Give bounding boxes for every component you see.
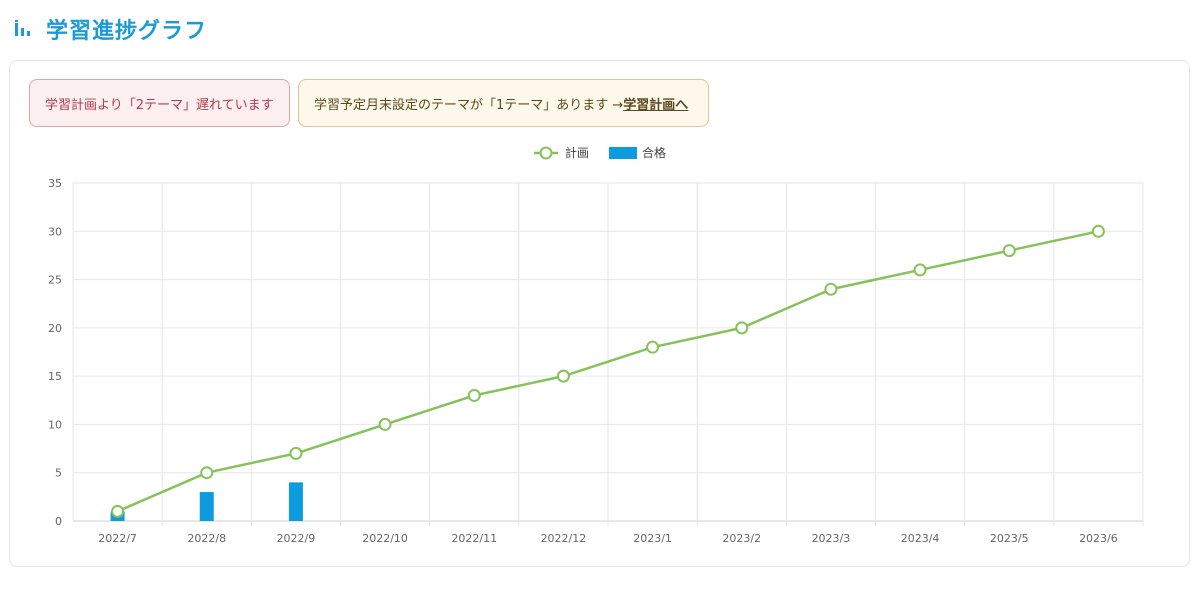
plan-point (200, 466, 214, 480)
study-plan-link[interactable]: 学習計画へ (623, 97, 689, 113)
delay-alert-text: 学習計画より「2テーマ」遅れています (45, 97, 274, 113)
x-tick-label: 2023/4 (901, 532, 940, 545)
month-end-alert: 学習予定月末設定のテーマが「1テーマ」あります → 学習計画へ (298, 79, 709, 127)
plan-line (117, 230, 1099, 513)
x-tick-label: 2022/9 (277, 532, 316, 545)
chart-panel: 学習計画より「2テーマ」遅れています 学習予定月末設定のテーマが「1テーマ」あり… (9, 60, 1190, 567)
plan-point (111, 504, 125, 518)
plan-point (646, 340, 660, 354)
y-tick-label: 20 (48, 322, 62, 335)
x-tick-label: 2022/10 (362, 532, 408, 545)
legend-plan-label: 計画 (565, 145, 589, 160)
x-tick-label: 2023/3 (812, 532, 851, 545)
legend-pass-swatch (609, 147, 637, 159)
plan-point (913, 263, 927, 277)
page-title: 学習進捗グラフ (46, 19, 208, 44)
bar-pass (288, 482, 303, 521)
y-tick-label: 30 (48, 225, 62, 238)
plan-point (556, 369, 570, 383)
plan-point (378, 417, 392, 431)
delay-alert: 学習計画より「2テーマ」遅れています (29, 79, 290, 127)
plan-point (289, 446, 303, 460)
bar-pass (199, 492, 214, 521)
x-tick-label: 2022/11 (451, 532, 497, 545)
y-tick-label: 15 (48, 370, 62, 383)
x-tick-label: 2023/2 (722, 532, 761, 545)
x-tick-label: 2022/7 (98, 532, 137, 545)
x-tick-label: 2023/6 (1079, 532, 1118, 545)
x-tick-label: 2023/5 (990, 532, 1029, 545)
plan-point (467, 388, 481, 402)
y-tick-label: 5 (55, 467, 62, 480)
x-tick-label: 2022/12 (541, 532, 587, 545)
y-tick-label: 0 (55, 515, 62, 528)
plan-point (1091, 224, 1105, 238)
y-tick-label: 35 (48, 177, 62, 190)
x-tick-label: 2023/1 (633, 532, 672, 545)
bar-chart-icon (14, 20, 32, 38)
y-tick-label: 10 (48, 418, 62, 431)
legend-pass-label: 合格 (642, 145, 666, 160)
x-tick-label: 2022/8 (187, 532, 226, 545)
y-tick-label: 25 (48, 274, 62, 287)
plan-point (1002, 244, 1016, 258)
plan-point (824, 282, 838, 296)
page-header: 学習進捗グラフ (14, 14, 207, 44)
month-end-alert-text: 学習予定月末設定のテーマが「1テーマ」あります → (314, 97, 624, 113)
plan-point (735, 321, 749, 335)
legend-plan-marker (539, 146, 553, 160)
